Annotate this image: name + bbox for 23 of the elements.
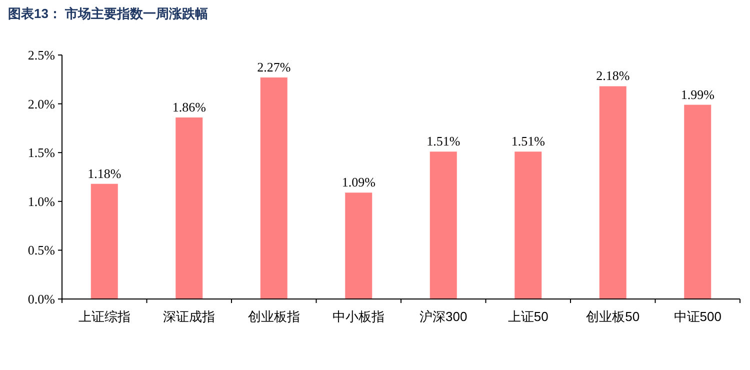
- x-tick-label: 上证50: [508, 309, 548, 324]
- y-tick-label: 1.5%: [28, 145, 56, 160]
- data-label: 1.09%: [342, 174, 376, 190]
- y-tick-label: 2.0%: [28, 96, 56, 112]
- data-label: 1.18%: [88, 166, 122, 181]
- data-label: 2.18%: [596, 68, 630, 84]
- data-label: 1.86%: [172, 99, 206, 114]
- y-tick-label: 1.0%: [28, 194, 56, 209]
- y-tick-label: 0.5%: [28, 242, 56, 258]
- data-label: 2.27%: [257, 59, 291, 74]
- y-tick-label: 0.0%: [28, 292, 56, 306]
- data-label: 1.99%: [680, 86, 715, 102]
- x-tick-label: 中证500: [674, 309, 722, 324]
- data-label: 1.51%: [426, 134, 460, 149]
- x-tick-label: 沪深300: [420, 309, 468, 324]
- x-tick-label: 上证综指: [78, 309, 130, 324]
- y-tick-label: 2.5%: [28, 48, 56, 62]
- x-tick-label: 创业板50: [586, 309, 640, 324]
- title: 图表13： 市场主要指数一周涨跌幅: [8, 6, 208, 21]
- x-tick-label: 中小板指: [332, 309, 385, 324]
- data-label: 1.51%: [511, 134, 546, 149]
- x-tick-label: 创业板指: [248, 309, 300, 324]
- x-tick-label: 深证成指: [163, 309, 216, 324]
